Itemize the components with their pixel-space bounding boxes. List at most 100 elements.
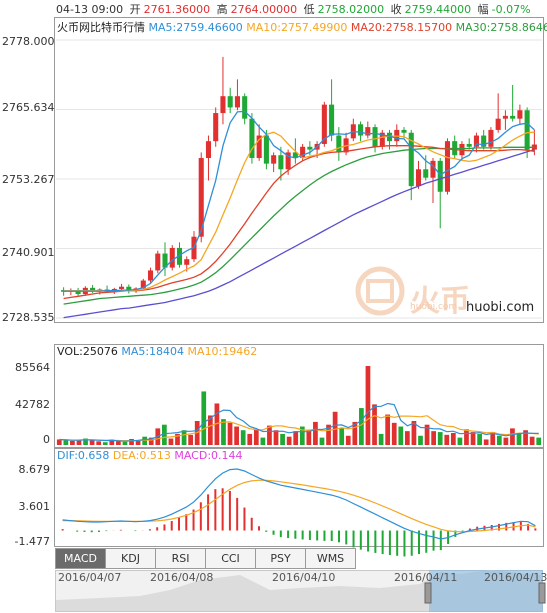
ohlc-info-bar: 04-13 09:00 开 2761.36000 高 2764.00000 低 275… bbox=[56, 1, 534, 17]
tab-kdj[interactable]: KDJ bbox=[106, 548, 156, 569]
volume-bar bbox=[496, 435, 502, 445]
ma5-label: MA5:2759.46600 bbox=[148, 21, 243, 34]
volume-bar bbox=[96, 441, 102, 445]
candle-body bbox=[307, 146, 313, 150]
candle-body bbox=[473, 135, 479, 147]
candle-body bbox=[444, 141, 451, 192]
volume-bar bbox=[168, 438, 174, 445]
candle-body bbox=[234, 96, 240, 108]
info-change: -0.07% bbox=[491, 3, 531, 16]
info-high-label: 高 bbox=[216, 3, 228, 16]
candle-body bbox=[408, 132, 414, 187]
volume-bar bbox=[326, 424, 331, 445]
volume-bar bbox=[405, 431, 410, 445]
ma30-label: MA30:2758.86467 bbox=[455, 21, 547, 34]
candle-body bbox=[365, 127, 371, 136]
volume-bar bbox=[490, 432, 496, 445]
macd-ytick-0: 8.679 bbox=[18, 463, 51, 476]
volume-bar bbox=[247, 433, 253, 445]
volume-bar bbox=[378, 433, 384, 445]
price-ytick-1: 2765.634 bbox=[2, 101, 55, 114]
volume-bar bbox=[201, 391, 207, 445]
candle-body bbox=[256, 135, 262, 159]
volume-bar bbox=[116, 441, 121, 445]
info-high: 2764.00000 bbox=[230, 3, 298, 16]
volume-bar bbox=[418, 435, 423, 445]
volume-panel[interactable] bbox=[54, 344, 544, 448]
candle-body bbox=[300, 146, 306, 159]
candle-body bbox=[227, 96, 233, 108]
volume-bar bbox=[76, 439, 82, 445]
candle-body bbox=[242, 96, 248, 119]
volume-bar bbox=[234, 426, 239, 445]
volume-bar bbox=[391, 422, 397, 445]
tab-rsi[interactable]: RSI bbox=[156, 548, 206, 569]
volume-bar bbox=[523, 430, 528, 445]
volume-bar bbox=[63, 440, 69, 445]
candle-body bbox=[430, 160, 436, 178]
candle-body bbox=[321, 104, 327, 144]
candle-body bbox=[249, 118, 255, 159]
volume-bar bbox=[306, 430, 312, 445]
volume-bar bbox=[273, 430, 279, 445]
vol-ytick-1: 42782 bbox=[15, 398, 50, 411]
price-ytick-3: 2740.901 bbox=[2, 246, 55, 259]
volume-bar bbox=[122, 441, 128, 445]
macd-panel[interactable] bbox=[54, 448, 544, 547]
volume-bar bbox=[129, 438, 134, 445]
macd-ytick-1: 3.601 bbox=[18, 500, 51, 513]
candle-body bbox=[140, 280, 146, 289]
candle-body bbox=[75, 290, 81, 295]
candle-body bbox=[423, 169, 429, 178]
ma30-line bbox=[63, 146, 535, 305]
volume-bar bbox=[529, 436, 535, 445]
price-panel[interactable] bbox=[54, 17, 544, 323]
ma20-label: MA20:2758.15700 bbox=[350, 21, 453, 34]
watermark-logo-text: 火币 bbox=[410, 284, 470, 319]
volume-bar bbox=[221, 419, 226, 445]
chart-title: 火币网比特币行情 bbox=[57, 21, 145, 34]
price-panel-header: 火币网比特币行情 MA5:2759.46600 MA10:2757.49900 … bbox=[57, 19, 547, 35]
ma5-line bbox=[63, 110, 535, 292]
volume-bar bbox=[516, 433, 522, 445]
volume-bar bbox=[135, 440, 141, 445]
volume-bar bbox=[253, 429, 259, 445]
volume-bar bbox=[352, 421, 358, 445]
macd-panel-header: DIF:0.658 DEA:0.513 MACD:0.144 bbox=[57, 449, 243, 462]
volume-bar bbox=[70, 440, 75, 445]
tab-macd[interactable]: MACD bbox=[55, 548, 106, 569]
volume-bar bbox=[280, 433, 285, 445]
candle-body bbox=[502, 115, 508, 119]
nav-date-1: 2016/04/08 bbox=[150, 571, 214, 584]
nav-date-4: 2016/04/13 bbox=[484, 571, 547, 584]
candle-body bbox=[155, 253, 161, 271]
ma10-label: MA10:2757.49900 bbox=[246, 21, 348, 34]
candle-body bbox=[126, 286, 132, 291]
volume-bar bbox=[56, 439, 62, 445]
volume-bar bbox=[450, 432, 456, 445]
volume-bar bbox=[431, 431, 436, 445]
ma60-line bbox=[63, 148, 535, 319]
tab-cci[interactable]: CCI bbox=[206, 548, 256, 569]
volume-bar bbox=[313, 421, 318, 445]
volume-bar bbox=[83, 438, 88, 445]
volume-bar bbox=[181, 430, 187, 445]
info-close: 2759.44000 bbox=[404, 3, 472, 16]
vol-ytick-2: 0 bbox=[43, 433, 50, 446]
tab-psy[interactable]: PSY bbox=[256, 548, 306, 569]
info-open-label: 开 bbox=[129, 3, 141, 16]
nav-date-2: 2016/04/10 bbox=[272, 571, 336, 584]
volume-bar bbox=[444, 434, 450, 445]
candle-body bbox=[271, 155, 277, 164]
candle-body bbox=[162, 253, 168, 268]
info-low-label: 低 bbox=[303, 3, 315, 16]
candle-body bbox=[466, 143, 472, 147]
volume-bar bbox=[227, 422, 233, 445]
volume-bar bbox=[319, 437, 325, 445]
volume-bar bbox=[148, 437, 154, 445]
tab-wms[interactable]: WMS bbox=[306, 548, 356, 569]
volume-bar bbox=[464, 429, 469, 445]
volume-bar bbox=[424, 424, 430, 445]
volume-bar bbox=[175, 433, 180, 445]
